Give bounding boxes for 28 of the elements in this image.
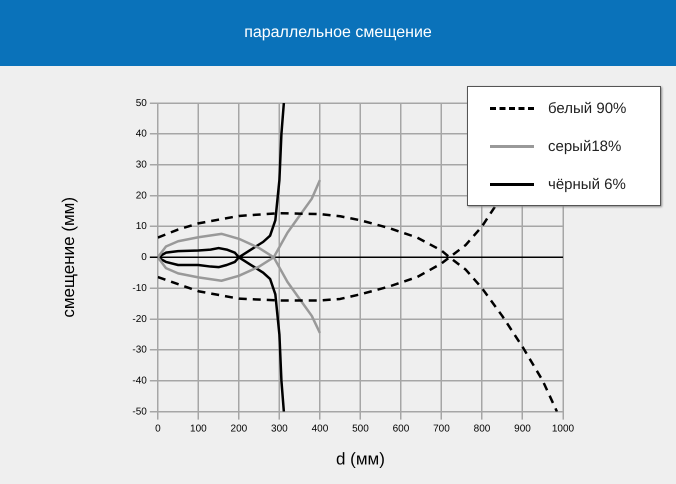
x-tick-label: 700 <box>433 423 450 434</box>
y-tick-label: 10 <box>136 221 148 232</box>
chart-title: параллельное смещение <box>0 0 676 66</box>
y-tick-label: -30 <box>132 344 148 356</box>
y-tick-label: 50 <box>136 98 148 109</box>
x-tick-label: 500 <box>352 423 370 434</box>
y-tick-label: -50 <box>132 406 148 418</box>
x-tick-label: 100 <box>190 423 208 434</box>
x-axis-title: d (мм) <box>336 449 385 468</box>
y-tick-label: -10 <box>132 282 148 294</box>
x-tick-label: 200 <box>230 423 248 434</box>
x-tick-label: 0 <box>155 423 162 434</box>
x-tick-label: 1000 <box>552 423 575 434</box>
y-tick-label: 20 <box>136 190 148 202</box>
y-tick-label: -20 <box>132 314 148 325</box>
legend-label: чёрный 6% <box>548 176 626 192</box>
x-tick-label: 400 <box>312 423 329 434</box>
x-tick-label: 300 <box>271 423 288 434</box>
x-tick-label: 800 <box>474 423 491 434</box>
y-tick-label: 0 <box>141 252 148 264</box>
y-tick-label: 40 <box>136 128 148 140</box>
y-tick-label: 30 <box>136 159 148 170</box>
legend-label: белый 90% <box>548 100 626 116</box>
y-axis-title: смещение (мм) <box>58 196 78 318</box>
legend-label: серый18% <box>548 138 622 154</box>
y-tick-label: -40 <box>132 375 148 386</box>
x-tick-label: 900 <box>514 423 532 434</box>
x-tick-label: 600 <box>392 423 410 434</box>
